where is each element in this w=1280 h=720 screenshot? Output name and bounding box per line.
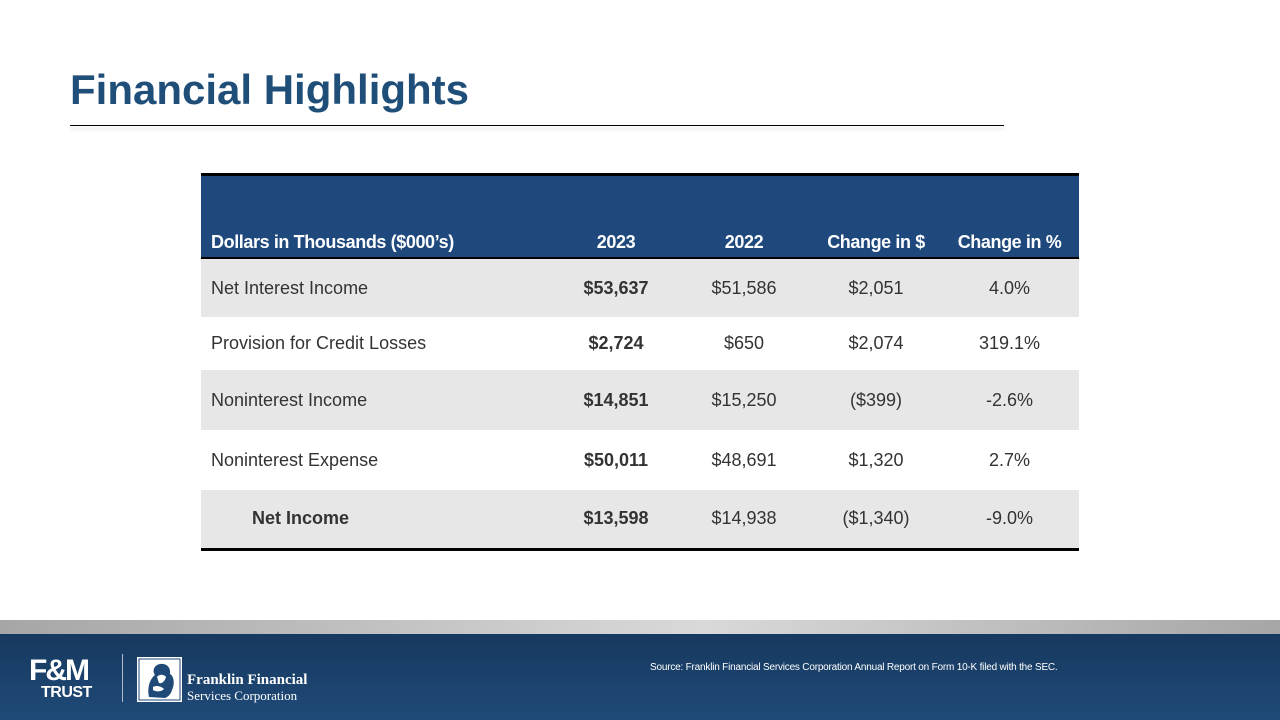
header-change-dollar: Change in $ <box>812 174 940 259</box>
value-2023: $50,011 <box>583 449 649 470</box>
header-change-percent: Change in % <box>940 174 1079 259</box>
row-label: Provision for Credit Losses <box>211 333 427 353</box>
financial-highlights-table: Dollars in Thousands ($000’s) 2023 2022 … <box>201 173 1079 551</box>
row-label: Noninterest Expense <box>211 449 379 470</box>
header-2022: 2022 <box>676 174 812 259</box>
value-change-dollar: $2,074 <box>848 333 904 353</box>
table-row: Noninterest Expense $50,011 $48,691 $1,3… <box>201 430 1079 490</box>
page-title: Financial Highlights <box>70 66 470 113</box>
value-2022: $650 <box>723 333 765 353</box>
value-change-percent: 2.7% <box>988 449 1031 470</box>
value-2022: $14,938 <box>676 490 812 549</box>
value-change-percent: -2.6% <box>940 370 1079 430</box>
footer-gradient-band <box>0 620 1280 634</box>
value-2022: $51,586 <box>676 258 812 317</box>
header-label: Dollars in Thousands ($000’s) <box>201 174 556 259</box>
value-change-percent: 319.1% <box>978 333 1041 353</box>
row-label: Noninterest Income <box>201 370 556 430</box>
value-change-percent: -9.0% <box>940 490 1079 549</box>
value-change-dollar: $1,320 <box>848 449 904 470</box>
source-note: Source: Franklin Financial Services Corp… <box>650 662 1058 673</box>
value-change-dollar: ($1,340) <box>812 490 940 549</box>
footer-bar <box>0 634 1280 720</box>
ffsc-logo-text: Franklin Financial Services Corporation <box>187 672 307 703</box>
table-header-row: Dollars in Thousands ($000’s) 2023 2022 … <box>201 174 1079 259</box>
value-2023: $13,598 <box>556 490 676 549</box>
logo-divider <box>122 654 123 702</box>
value-2023: $14,851 <box>556 370 676 430</box>
row-label: Net Interest Income <box>201 258 556 317</box>
value-change-dollar: $2,051 <box>812 258 940 317</box>
row-label: Net Income <box>201 490 556 549</box>
table-row: Noninterest Income $14,851 $15,250 ($399… <box>201 370 1079 430</box>
ffsc-name-line2: Services Corporation <box>187 688 298 703</box>
portrait-seal-icon <box>137 657 182 702</box>
table-row: Provision for Credit Losses $2,724 $650 … <box>201 317 1079 370</box>
table-row-total: Net Income $13,598 $14,938 ($1,340) -9.0… <box>201 490 1079 549</box>
header-2023: 2023 <box>556 174 676 259</box>
ffsc-name-line1: Franklin Financial <box>187 672 308 688</box>
fm-logo-trust: TRUST <box>41 684 92 701</box>
title-divider <box>70 125 1004 126</box>
value-2023: $2,724 <box>588 333 644 353</box>
fm-logo-mark: F&M <box>29 654 90 687</box>
value-2022: $48,691 <box>711 449 777 470</box>
fm-trust-logo: F&M TRUST <box>29 656 109 702</box>
value-2022: $15,250 <box>676 370 812 430</box>
table-row: Net Interest Income $53,637 $51,586 $2,0… <box>201 258 1079 317</box>
value-change-percent: 4.0% <box>940 258 1079 317</box>
value-2023: $53,637 <box>556 258 676 317</box>
value-change-dollar: ($399) <box>812 370 940 430</box>
